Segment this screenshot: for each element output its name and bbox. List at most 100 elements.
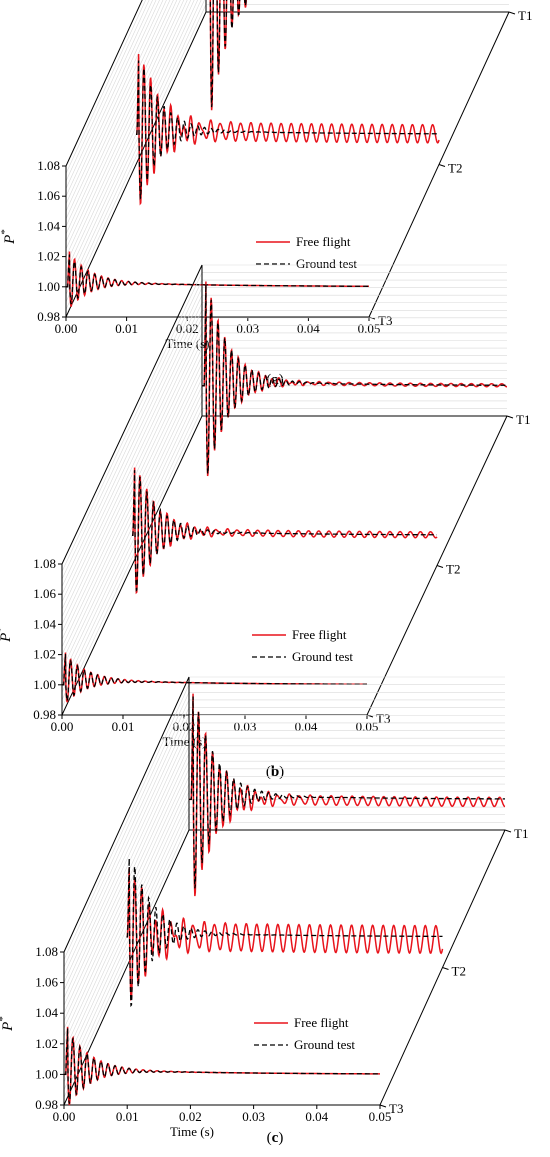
series-ground-test-T1 (189, 696, 505, 889)
x-tick-label: 0.04 (295, 719, 318, 734)
depth-tick (508, 11, 516, 15)
y-tick-label: 0.98 (37, 309, 60, 324)
x-tick-label: 0.00 (53, 1109, 76, 1124)
x-tick-label: 0.05 (358, 321, 381, 336)
x-tick-label: 0.02 (176, 321, 199, 336)
y-tick-label: 1.06 (37, 188, 60, 203)
y-tick-label: 1.08 (33, 556, 56, 571)
top-edge (61, 264, 203, 565)
series-free-flight-T2 (136, 53, 440, 206)
grid-line (65, 0, 153, 189)
x-tick-label: 0.05 (369, 1109, 392, 1124)
y-tick-label: 1.00 (33, 677, 56, 692)
grid-line (65, 0, 178, 242)
grid-line (65, 0, 167, 219)
series-free-flight-T2 (132, 467, 438, 595)
x-tick-label: 0.04 (297, 321, 320, 336)
y-tick-label: 0.98 (33, 707, 56, 722)
legend-label-free-flight: Free flight (294, 1015, 349, 1030)
series-ground-test-T1 (202, 284, 507, 474)
grid-line (65, 0, 174, 235)
y-axis-label: P* (0, 627, 14, 643)
series-free-flight-T1 (209, 0, 248, 111)
panel-caption-a: (a) (266, 372, 284, 388)
grid-line (65, 0, 188, 265)
depth-tick-label-T3: T3 (376, 711, 390, 726)
depth-axis-left (65, 11, 207, 318)
depth-tick (442, 967, 449, 970)
grid-line (65, 0, 150, 182)
depth-axis-left (61, 415, 203, 716)
series-free-flight-T2 (126, 867, 444, 1001)
y-tick-label: 1.04 (37, 218, 60, 233)
chart-panel-a: 0.98 1.00 1.02 1.04 1.06 1.08 0.00 0.01 0.02 0.03… (0, 0, 532, 388)
x-tick-label: 0.03 (236, 321, 259, 336)
grid-line (65, 0, 181, 250)
top-edge (63, 676, 190, 953)
y-tick-label: 1.02 (37, 249, 60, 264)
y-tick-label: 0.98 (35, 1097, 58, 1112)
depth-tick (504, 829, 512, 833)
y-axis-label: P* (0, 229, 18, 245)
y-tick-label: 1.04 (35, 1005, 58, 1020)
x-axis-label: Time (s) (163, 734, 207, 749)
series-ground-test-T3 (64, 1028, 380, 1104)
chart-panel-c: 0.98 1.00 1.02 1.04 1.06 1.08 0.00 0.01 0.02 0.03… (0, 676, 528, 1146)
series-ground-test-T2 (132, 470, 437, 592)
x-tick-label: 0.02 (179, 1109, 202, 1124)
panel-caption-c: (c) (267, 1130, 284, 1146)
depth-tick-label-T3: T3 (389, 1101, 403, 1116)
x-tick-label: 0.04 (305, 1109, 328, 1124)
y-tick-label: 1.08 (35, 944, 58, 959)
grid-line (65, 0, 160, 204)
top-edge (65, 0, 143, 167)
depth-tick (506, 415, 514, 419)
grid-line (65, 0, 205, 303)
series-ground-test-T2 (136, 60, 439, 200)
grid-line (65, 0, 164, 212)
depth-tick-label-T2: T2 (446, 562, 460, 577)
x-tick-label: 0.03 (242, 1109, 265, 1124)
depth-tick-label-T2: T2 (452, 964, 466, 979)
depth-tick-label-T2: T2 (448, 161, 462, 176)
y-axis-label: P* (0, 1016, 16, 1032)
x-tick-label: 0.01 (115, 321, 138, 336)
depth-tick-label-T1: T1 (514, 826, 528, 841)
chart-panel-b: 0.98 1.00 1.02 1.04 1.06 1.08 0.00 0.01 0.02 0.03… (0, 264, 530, 780)
series-ground-test-T3 (62, 653, 368, 704)
x-axis-label: Time (s) (170, 1124, 214, 1139)
series-free-flight-T1 (189, 693, 506, 897)
x-tick-label: 0.00 (51, 719, 74, 734)
depth-tick-label-T1: T1 (518, 8, 532, 23)
depth-tick-label-T1: T1 (516, 412, 530, 427)
depth-tick (379, 1104, 387, 1108)
y-tick-label: 1.00 (35, 1066, 58, 1081)
grid-line (65, 0, 171, 227)
grid-line (65, 0, 185, 257)
y-tick-label: 1.00 (37, 279, 60, 294)
grid-line (65, 0, 157, 197)
x-tick-label: 0.01 (112, 719, 135, 734)
y-tick-label: 1.02 (35, 1036, 58, 1051)
panel-caption-b: (b) (266, 764, 284, 780)
series-ground-test-T3 (66, 254, 370, 305)
grid-line (65, 0, 198, 287)
x-tick-label: 0.00 (55, 321, 78, 336)
grid-line (65, 0, 146, 174)
legend-label-ground-test: Ground test (294, 1037, 355, 1052)
grid-line (65, 0, 192, 272)
y-tick-label: 1.02 (33, 647, 56, 662)
legend-label-free-flight: Free flight (296, 234, 351, 249)
y-tick-label: 1.08 (37, 158, 60, 173)
y-tick-label: 1.04 (33, 616, 56, 631)
grid-line (65, 0, 195, 280)
series-free-flight-T1 (202, 281, 508, 477)
y-tick-label: 1.06 (33, 586, 56, 601)
depth-axis-left (63, 829, 190, 1106)
x-tick-label: 0.03 (234, 719, 257, 734)
depth-tick (438, 164, 446, 167)
grid-line (65, 0, 202, 295)
legend-label-free-flight: Free flight (292, 627, 347, 642)
series-ground-test-T2 (126, 858, 443, 1008)
